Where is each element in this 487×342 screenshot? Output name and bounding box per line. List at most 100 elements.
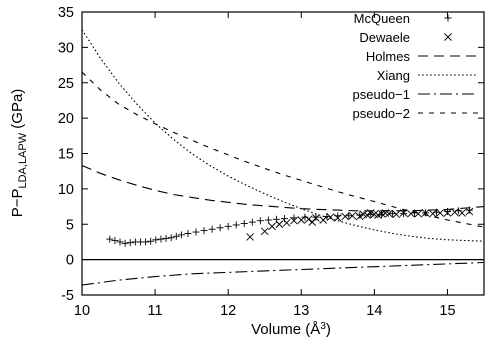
data-point-dewaele (436, 209, 444, 217)
data-point-mcqueen (167, 234, 175, 242)
data-point-mcqueen (208, 225, 216, 233)
data-point-dewaele-b (275, 220, 284, 229)
data-point-dewaele (363, 211, 371, 219)
data-point-dewaele-b (392, 210, 401, 219)
data-point-mcqueen (116, 238, 124, 246)
data-point-dewaele-b (304, 215, 313, 224)
data-point-dewaele-b (458, 209, 466, 217)
legend-label-mcqueen: McQueen (354, 11, 410, 26)
data-point-dewaele-b (290, 216, 298, 225)
data-point-mcqueen (157, 235, 165, 243)
data-point-mcqueen (301, 213, 309, 221)
data-point-dewaele-b (429, 209, 437, 218)
legend-marker-mcqueen (444, 14, 452, 22)
legend: McQueen Dewaele Holmes Xiang pseudo−1 pseudo−… (353, 11, 478, 121)
legend-label-xiang: Xiang (377, 68, 410, 83)
data-point-mcqueen (264, 216, 272, 224)
data-point-mcqueen (240, 220, 248, 228)
y-tick-label: 0 (66, 253, 74, 269)
legend-label-pseudo-2: pseudo−2 (353, 106, 410, 121)
plot-frame (81, 11, 485, 296)
data-point-dewaele-b (407, 209, 415, 218)
data-point-mcqueen (312, 213, 320, 221)
data-point-dewaele-b (297, 216, 306, 224)
data-point-dewaele (355, 212, 364, 221)
data-point-dewaele (443, 209, 452, 217)
series-line-pseudo-1 (82, 261, 484, 286)
data-point-dewaele (348, 211, 357, 220)
x-axis-title: Volume (Å3) (251, 321, 331, 339)
data-point-dewaele (282, 219, 291, 227)
data-point-dewaele-b (450, 208, 459, 217)
data-point-dewaele-b (341, 212, 349, 221)
data-point-dewaele (429, 209, 437, 218)
x-tick-label: 10 (74, 303, 90, 319)
data-point-mcqueen (111, 237, 119, 245)
series-layer (82, 29, 484, 286)
data-point-dewaele-b (312, 214, 320, 222)
y-tick-label: 30 (58, 40, 74, 56)
y-tick-label: 25 (58, 76, 74, 92)
data-point-dewaele-b (421, 209, 430, 217)
data-point-dewaele (333, 214, 342, 222)
data-point-mcqueen (216, 224, 224, 232)
data-point-mcqueen (192, 228, 200, 236)
data-point-mcqueen (172, 232, 180, 240)
y-tick-label: 10 (58, 182, 74, 198)
legend-marker-dewaele-b (444, 33, 452, 41)
data-point-mcqueen (121, 239, 129, 247)
axis-layer: 10 11 12 13 14 15 -5 0 5 10 15 20 25 30 35 (58, 5, 485, 319)
data-point-dewaele (290, 216, 298, 225)
data-point-mcqueen (232, 221, 240, 229)
data-point-dewaele-b (385, 209, 393, 218)
data-point-dewaele (268, 222, 276, 231)
data-point-dewaele-b (326, 213, 335, 221)
y-tick-label: 5 (66, 217, 74, 233)
data-point-mcqueen (256, 217, 264, 225)
data-point-mcqueen (248, 218, 256, 226)
y-tick-label: 20 (58, 111, 74, 127)
x-tick-label: 12 (220, 303, 236, 319)
data-point-dewaele-b (333, 214, 342, 222)
data-point-dewaele (304, 215, 313, 224)
data-point-mcqueen (200, 227, 208, 235)
data-point-dewaele (392, 210, 401, 219)
data-point-dewaele (319, 216, 328, 224)
data-point-dewaele-b (465, 207, 474, 216)
data-point-dewaele (414, 209, 423, 218)
legend-label-holmes: Holmes (366, 49, 411, 64)
data-point-mcqueen (177, 231, 185, 239)
data-point-mcqueen (126, 239, 134, 247)
data-point-dewaele (465, 207, 474, 216)
data-point-dewaele (260, 227, 269, 236)
data-point-dewaele (297, 216, 306, 224)
legend-label-dewaele: Dewaele (359, 30, 410, 45)
y-tick-label: 35 (58, 5, 74, 21)
legend-label-pseudo-1: pseudo−1 (353, 87, 410, 102)
data-point-dewaele-b (443, 209, 452, 217)
data-point-dewaele-b (370, 210, 379, 219)
data-point-dewaele (458, 209, 466, 217)
y-tick-label: 15 (58, 147, 74, 163)
data-point-dewaele-b (246, 233, 254, 241)
data-point-dewaele (275, 220, 284, 229)
data-point-mcqueen (184, 229, 192, 237)
y-tick-label: -5 (61, 288, 74, 304)
series-line-holmes (82, 164, 484, 212)
data-point-dewaele-b (319, 216, 328, 224)
data-point-mcqueen (142, 238, 150, 246)
x-tick-label: 13 (293, 303, 309, 319)
data-point-dewaele-b (414, 209, 423, 218)
data-point-dewaele (450, 208, 459, 217)
x-tick-label: 14 (366, 303, 382, 319)
series-line-pseudo-2 (82, 71, 484, 228)
x-tick-label: 11 (148, 303, 163, 319)
data-point-dewaele (312, 214, 320, 222)
data-point-dewaele (341, 212, 349, 221)
data-point-mcqueen (106, 235, 114, 243)
data-point-dewaele-b (436, 209, 444, 217)
data-point-dewaele-b (359, 210, 368, 219)
data-point-dewaele (326, 213, 335, 221)
data-point-dewaele (246, 233, 254, 241)
